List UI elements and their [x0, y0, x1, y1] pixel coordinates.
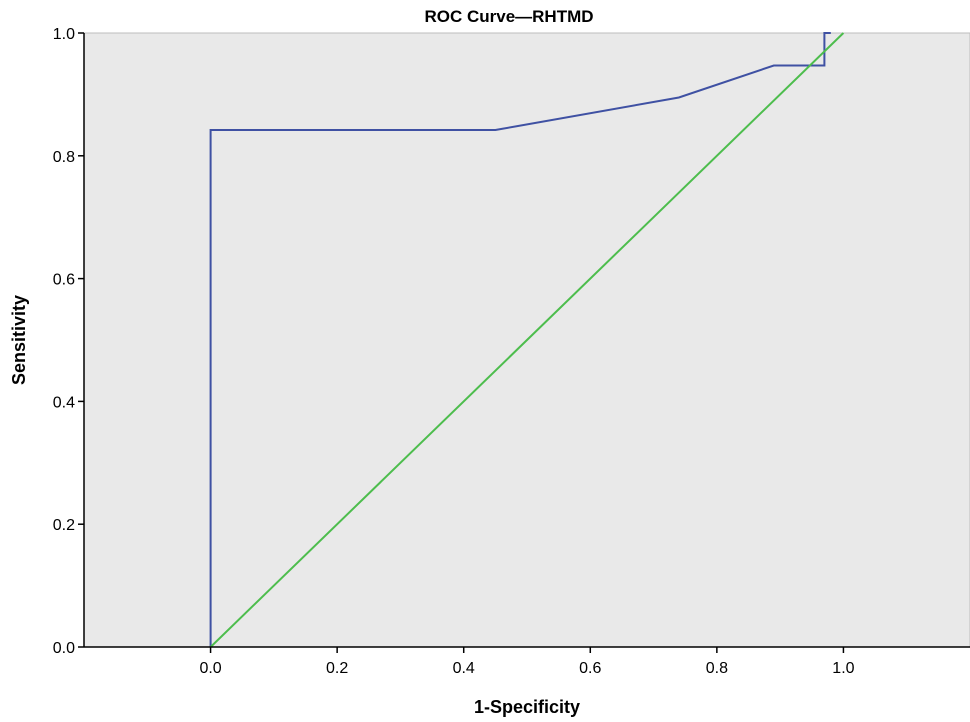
- y-tick-label: 1.0: [53, 26, 75, 43]
- y-tick-label: 0.6: [53, 272, 75, 289]
- x-tick-label: 0.4: [453, 660, 475, 677]
- x-tick-label: 0.8: [706, 660, 728, 677]
- series-layer: [209, 32, 845, 648]
- x-tick-label: 0.2: [326, 660, 348, 677]
- x-tick-label: 0.6: [579, 660, 601, 677]
- x-axis-label: 1-Specificity: [474, 697, 580, 717]
- y-axis-label: Sensitivity: [9, 295, 29, 385]
- y-tick-label: 0.0: [53, 640, 75, 657]
- y-tick-label: 0.8: [53, 149, 75, 166]
- y-tick-label: 0.4: [53, 394, 75, 411]
- y-axis-ticks: 0.0 0.2 0.4 0.6 0.8 1.0: [53, 26, 84, 657]
- x-axis-ticks: 0.0 0.2 0.4 0.6 0.8 1.0: [199, 647, 855, 677]
- chart-title: ROC Curve—RHTMD: [424, 7, 593, 26]
- x-tick-label: 1.0: [832, 660, 854, 677]
- y-tick-label: 0.2: [53, 517, 75, 534]
- roc-curve-line: [209, 32, 831, 647]
- reference-line: [209, 32, 845, 648]
- x-tick-label: 0.0: [199, 660, 221, 677]
